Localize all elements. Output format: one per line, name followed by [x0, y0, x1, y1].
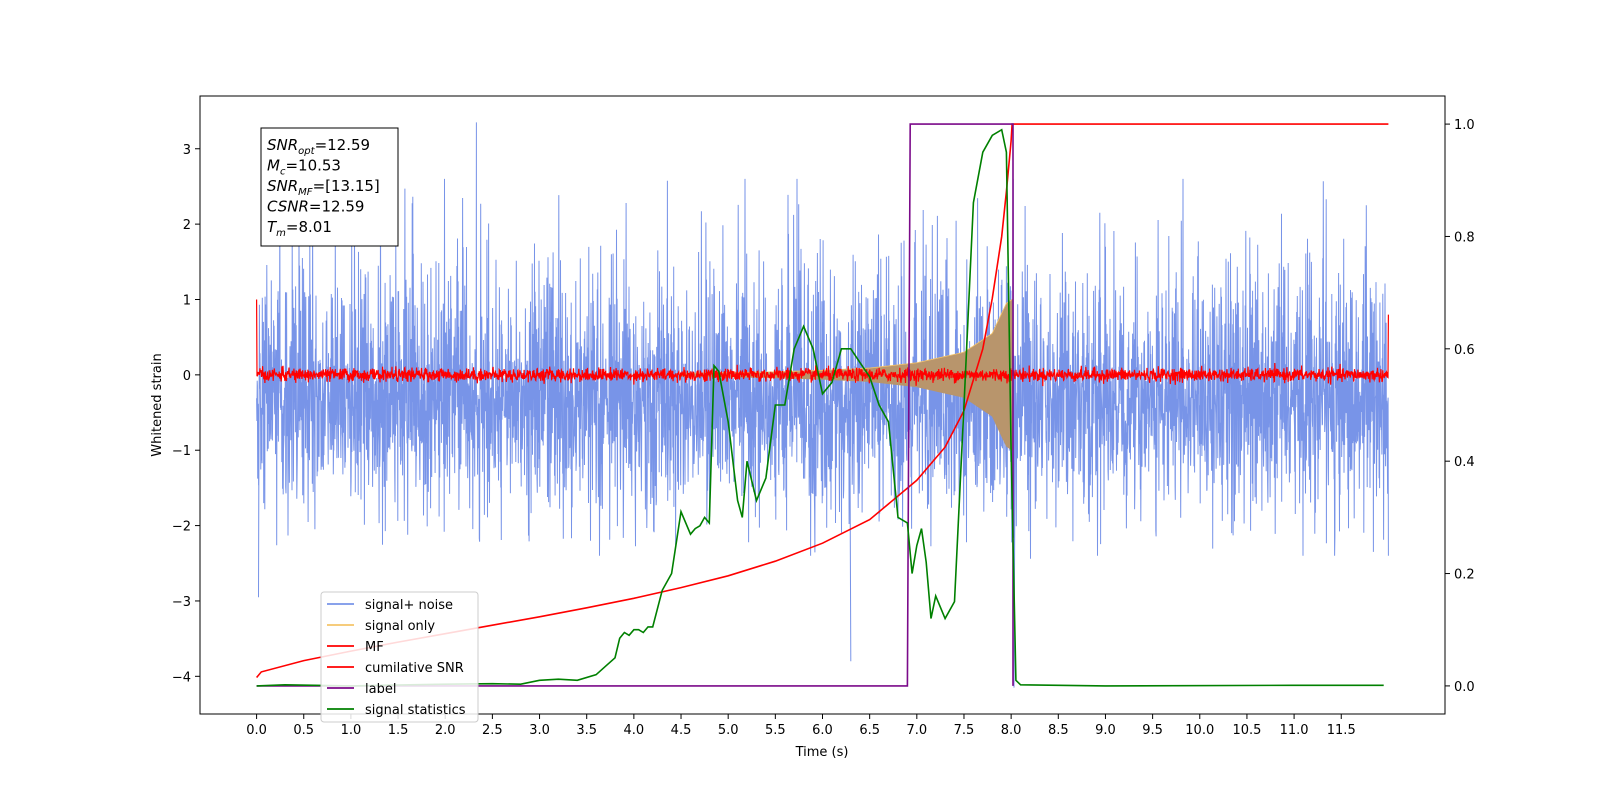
- x-tick-label: 0.0: [246, 723, 267, 738]
- annotation-line: CSNR=12.59: [267, 198, 364, 216]
- x-tick-label: 6.0: [812, 723, 833, 738]
- y2-tick-label: 0.2: [1454, 568, 1475, 583]
- x-tick-label: 2.5: [482, 723, 503, 738]
- legend-label: MF: [365, 640, 384, 655]
- y-tick-label: 2: [183, 218, 191, 233]
- x-tick-label: 8.5: [1048, 723, 1069, 738]
- legend-label: signal only: [365, 619, 435, 634]
- x-tick-label: 1.0: [341, 723, 362, 738]
- y-axis-label: Whitened strain: [150, 353, 165, 456]
- y2-tick-label: 1.0: [1454, 118, 1475, 133]
- x-axis-label: Time (s): [795, 745, 849, 760]
- mf-line: [256, 299, 1389, 387]
- x-axis: 0.0 0.5 1.0 1.5 2.0 2.5 3.0 3.5 4.0 4.5 5.0 5.5 6.0 6…: [246, 714, 1356, 738]
- y-tick-label: 0: [183, 369, 191, 384]
- signal-noise-series: [256, 122, 1389, 688]
- x-tick-label: 3.5: [576, 723, 597, 738]
- legend: signal+ noise signal only MF cumilative SNR…: [320, 591, 479, 723]
- x-tick-label: 5.5: [765, 723, 786, 738]
- annotation-line: SNRopt=12.59: [267, 136, 370, 157]
- y-tick-label: −2: [172, 520, 191, 535]
- legend-label: label: [365, 682, 396, 697]
- x-tick-label: 11.5: [1327, 723, 1356, 738]
- label-line: [256, 123, 1014, 687]
- y2-tick-label: 0.8: [1454, 230, 1475, 245]
- x-tick-label: 6.5: [859, 723, 880, 738]
- x-tick-label: 10.0: [1185, 723, 1214, 738]
- y-axis-left: −4 −3 −2 −1 0 1 2 3: [172, 143, 200, 685]
- annotation-frame: [260, 127, 399, 247]
- x-tick-label: 4.0: [624, 723, 645, 738]
- legend-label: cumilative SNR: [365, 661, 464, 676]
- x-tick-label: 9.0: [1095, 723, 1116, 738]
- legend-frame: [320, 591, 479, 723]
- y2-tick-label: 0.0: [1454, 680, 1475, 695]
- x-tick-label: 4.5: [671, 723, 692, 738]
- mf-series: [256, 299, 1389, 387]
- signal-statistics-line: [256, 128, 1384, 687]
- x-tick-label: 10.5: [1232, 723, 1261, 738]
- x-tick-label: 7.0: [906, 723, 927, 738]
- legend-label: signal statistics: [365, 703, 466, 718]
- signal-noise-line: [256, 122, 1389, 688]
- y2-tick-label: 0.6: [1454, 343, 1475, 358]
- y2-tick-label: 0.4: [1454, 455, 1475, 470]
- y-tick-label: −3: [172, 595, 191, 610]
- x-tick-label: 8.0: [1001, 723, 1022, 738]
- annotation-line: Mc=10.53: [267, 157, 341, 178]
- stats-annotation-box: SNRopt=12.59Mc=10.53SNRMF=[13.15]CSNR=12…: [260, 127, 399, 247]
- x-tick-label: 3.0: [529, 723, 550, 738]
- x-tick-label: 5.0: [718, 723, 739, 738]
- x-tick-label: 1.5: [388, 723, 409, 738]
- x-tick-label: 2.0: [435, 723, 456, 738]
- x-tick-label: 0.5: [293, 723, 314, 738]
- y-axis-right: 0.0 0.2 0.4 0.6 0.8 1.0: [1445, 118, 1475, 695]
- y-tick-label: −1: [172, 444, 191, 459]
- y-tick-label: 3: [183, 143, 191, 158]
- x-tick-label: 7.5: [954, 723, 975, 738]
- legend-label: signal+ noise: [365, 598, 453, 613]
- y-tick-label: 1: [183, 293, 191, 308]
- annotation-line: Tm=8.01: [267, 218, 332, 239]
- x-tick-label: 11.0: [1280, 723, 1309, 738]
- y-tick-label: −4: [172, 670, 191, 685]
- annotation-line: SNRMF=[13.15]: [267, 177, 380, 198]
- x-tick-label: 9.5: [1142, 723, 1163, 738]
